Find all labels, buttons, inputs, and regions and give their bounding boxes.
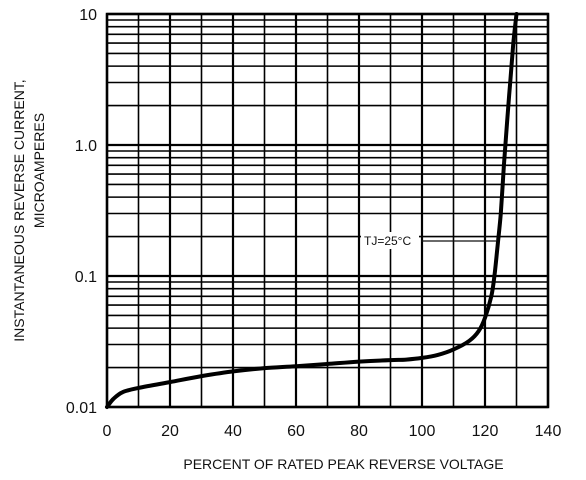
annotation-layer: TJ=25°C <box>361 232 496 249</box>
x-axis-title: PERCENT OF RATED PEAK REVERSE VOLTAGE <box>183 456 503 472</box>
y-tick-label: 10 <box>79 7 97 24</box>
annotation-background <box>361 232 419 249</box>
x-tick-label: 0 <box>103 423 112 440</box>
tick-label-layer: 0 20 40 60 80 100 120 140 0.01 0.1 1.0 10 <box>66 7 562 440</box>
x-tick-label: 40 <box>224 423 242 440</box>
temperature-annotation: TJ=25°C <box>364 234 411 248</box>
y-tick-label: 0.1 <box>75 269 97 286</box>
x-tick-label: 120 <box>472 423 499 440</box>
curve-layer <box>105 12 519 409</box>
y-axis-title-line-2: MICROAMPERES <box>31 113 47 228</box>
x-tick-label: 100 <box>409 423 436 440</box>
y-tick-label: 1.0 <box>75 138 97 155</box>
x-tick-label: 60 <box>287 423 305 440</box>
x-tick-label: 80 <box>350 423 368 440</box>
y-axis-title-line-1: INSTANTANEOUS REVERSE CURRENT, <box>11 79 27 341</box>
grid-layer <box>105 12 550 409</box>
x-tick-label: 20 <box>161 423 179 440</box>
x-tick-label: 140 <box>535 423 562 440</box>
reverse-current-curve <box>105 12 519 409</box>
y-tick-label: 0.01 <box>66 400 97 417</box>
plot-frame <box>105 12 550 409</box>
